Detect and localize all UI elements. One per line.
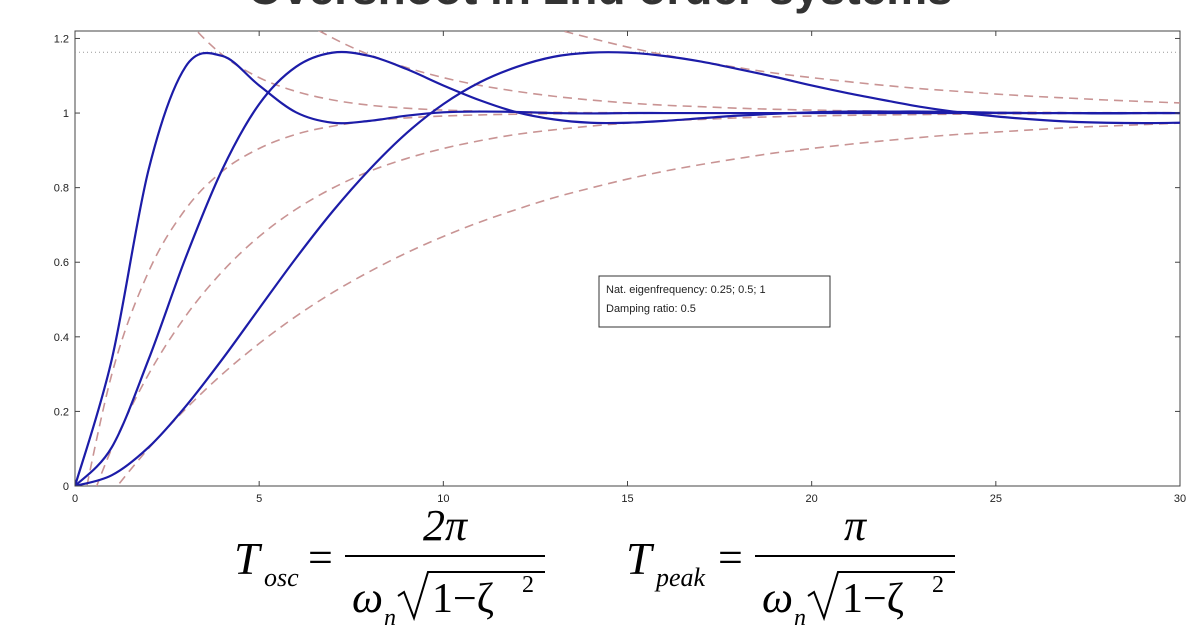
x-tick-label: 5	[256, 493, 262, 505]
formula-sup: 2	[522, 572, 534, 598]
x-tick-label: 25	[990, 493, 1002, 505]
formula-lhs: T	[626, 533, 655, 584]
y-tick-label: 0.6	[54, 257, 69, 269]
annotation: Damping ratio: 0.5	[606, 303, 696, 315]
formula-lhs: T	[234, 533, 263, 584]
formula-num: 2π	[423, 501, 469, 550]
sqrt-sign	[807, 571, 955, 622]
envelope-line	[95, 112, 1180, 486]
formula-num: π	[844, 501, 868, 550]
y-tick-label: 0.4	[54, 332, 69, 344]
envelope-line	[116, 122, 1180, 486]
formula-omega: ω	[352, 573, 383, 622]
y-tick-label: 0	[63, 481, 69, 493]
formula-eq: =	[718, 533, 743, 582]
formula-omega-sub: n	[384, 605, 396, 628]
x-tick-label: 15	[621, 493, 633, 505]
x-tick-label: 30	[1174, 493, 1186, 505]
x-tick-label: 0	[72, 493, 78, 505]
formula-radicand: 1−ζ	[842, 576, 904, 622]
y-tick-label: 0.2	[54, 406, 69, 418]
legend-box	[598, 275, 831, 328]
formula-sub: osc	[264, 563, 299, 592]
annotation: Nat. eigenfrequency: 0.25; 0.5; 1	[606, 284, 766, 296]
response-line	[75, 50, 1180, 486]
formula-omega: ω	[762, 573, 793, 622]
formula-sup: 2	[932, 572, 944, 598]
formula-radicand: 1−ζ	[432, 576, 494, 622]
chart-title: Overshoot in 2nd order systems	[247, 0, 953, 14]
y-tick-label: 1.2	[54, 33, 69, 45]
formula-eq: =	[308, 533, 333, 582]
sqrt-sign	[397, 571, 545, 622]
y-tick-label: 1	[63, 108, 69, 120]
formula: T osc = 2π ω n 1−ζ 2	[234, 501, 545, 628]
x-tick-label: 20	[806, 493, 818, 505]
formula-sub: peak	[654, 563, 706, 592]
formula: T peak = π ω n 1−ζ 2	[626, 501, 955, 628]
formula-omega-sub: n	[794, 605, 806, 628]
envelope-line	[560, 31, 1180, 104]
plot-frame	[74, 30, 1181, 487]
response-line	[75, 51, 1180, 486]
y-tick-label: 0.8	[54, 183, 69, 195]
x-tick-label: 10	[437, 493, 449, 505]
